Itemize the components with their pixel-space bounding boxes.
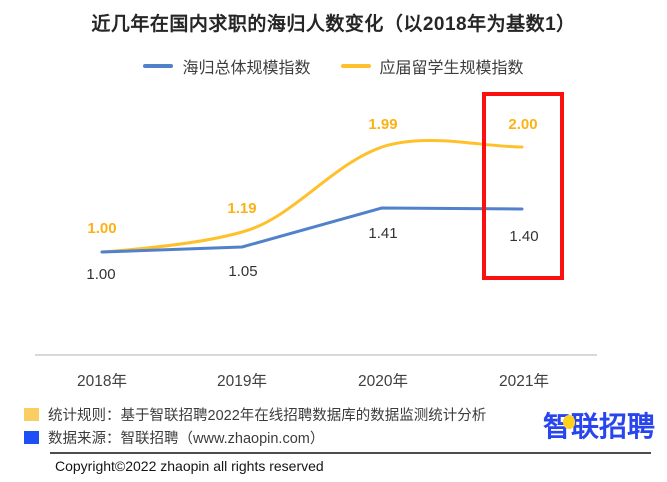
data-label-fresh-2020: 1.99 — [368, 116, 398, 133]
logo-text: 智联招聘 — [543, 411, 656, 442]
x-tick-2020: 2020年 — [358, 373, 408, 390]
legend-line-swatch-yellow — [340, 64, 371, 68]
stat-rule-text: 统计规则：基于智联招聘2022年在线招聘数据库的数据监测统计分析 — [48, 408, 487, 424]
legend-line-swatch-blue — [143, 64, 174, 68]
copyright-text: Copyright©2022 zhaopin all rights reserv… — [55, 458, 324, 474]
stat-rule-row: 统计规则：基于智联招聘2022年在线招聘数据库的数据监测统计分析 — [24, 404, 486, 425]
x-tick-2019: 2019年 — [217, 373, 267, 390]
series-line-total — [100, 206, 524, 254]
series-line-fresh — [100, 139, 524, 254]
logo-accent-dot-icon — [563, 415, 575, 429]
data-label-total-2019: 1.05 — [228, 263, 258, 280]
stat-rule-bullet-icon — [24, 408, 39, 421]
footer-divider — [50, 452, 651, 454]
highlight-box-2021 — [482, 92, 564, 280]
legend: 海归总体规模指数 应届留学生规模指数 — [0, 54, 667, 78]
x-tick-2018: 2018年 — [77, 373, 127, 390]
data-source-row: 数据来源：智联招聘（www.zhaopin.com） — [24, 427, 324, 448]
legend-label-fresh: 应届留学生规模指数 — [379, 60, 524, 77]
data-label-total-2018: 1.00 — [86, 266, 116, 283]
data-label-fresh-2021: 2.00 — [508, 116, 538, 133]
legend-item-fresh: 应届留学生规模指数 — [340, 54, 524, 78]
page-title: 近几年在国内求职的海归人数变化（以2018年为基数1） — [91, 14, 576, 35]
legend-item-total: 海归总体规模指数 — [143, 54, 311, 78]
data-source-bullet-icon — [24, 431, 39, 444]
data-label-total-2020: 1.41 — [368, 225, 398, 242]
legend-label-total: 海归总体规模指数 — [182, 60, 311, 77]
data-label-fresh-2019: 1.19 — [227, 200, 257, 217]
data-label-fresh-2018: 1.00 — [87, 220, 117, 237]
data-label-total-2021: 1.40 — [509, 228, 539, 245]
x-axis-line — [35, 354, 597, 356]
data-source-text: 数据来源：智联招聘（www.zhaopin.com） — [48, 431, 325, 447]
zhaopin-logo: 智联招聘 — [543, 406, 658, 448]
x-tick-2021: 2021年 — [499, 373, 549, 390]
